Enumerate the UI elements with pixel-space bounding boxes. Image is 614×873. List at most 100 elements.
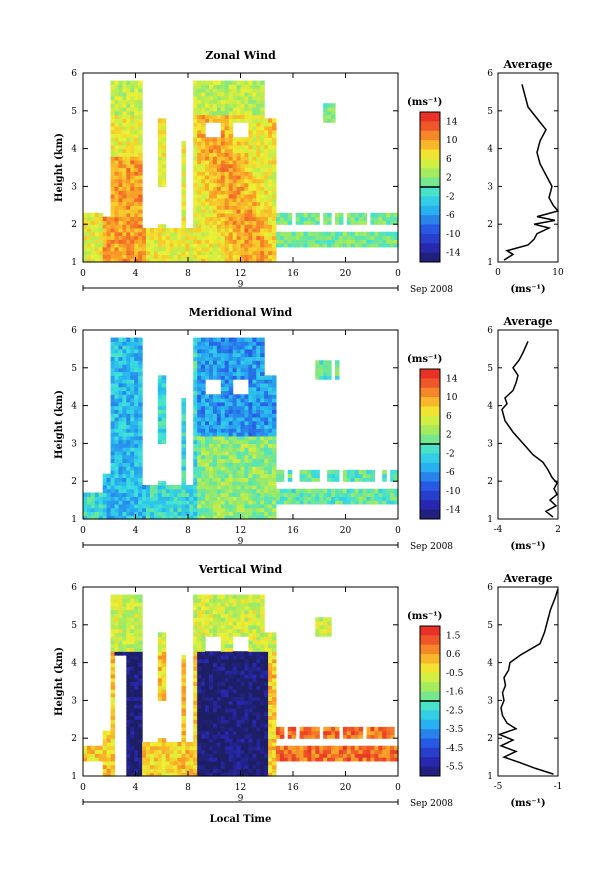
- heatmap-cell: [161, 772, 167, 777]
- heatmap-cell: [146, 235, 151, 240]
- heatmap-cell: [126, 424, 131, 429]
- heatmap-cell: [122, 212, 127, 218]
- x-tick-label: 0: [395, 526, 401, 536]
- heatmap-cell: [240, 137, 246, 142]
- heatmap-cell: [201, 182, 206, 187]
- heatmap-cell: [319, 488, 324, 494]
- heatmap-cell: [220, 424, 226, 429]
- heatmap-cell: [149, 235, 155, 240]
- heatmap-cell: [209, 492, 214, 497]
- heatmap-cell: [244, 258, 249, 263]
- heatmap-cell: [130, 609, 135, 615]
- heatmap-cell: [272, 159, 277, 165]
- heatmap-cell: [122, 511, 127, 516]
- heatmap-cell: [209, 258, 214, 263]
- heatmap-cell: [228, 692, 234, 698]
- heatmap-cell: [232, 88, 238, 93]
- heatmap-cell: [228, 133, 234, 138]
- heatmap-cell: [260, 193, 265, 199]
- heatmap-cell: [350, 473, 356, 479]
- heatmap-cell: [244, 212, 249, 218]
- heatmap-cell: [153, 492, 159, 497]
- heatmap-cell: [130, 651, 135, 656]
- heatmap-cell: [122, 636, 127, 641]
- heatmap-cell: [212, 454, 218, 460]
- heatmap-cell: [260, 235, 265, 240]
- heatmap-cell: [130, 250, 135, 256]
- heatmap-cell: [173, 745, 179, 751]
- heatmap-cell: [193, 178, 198, 184]
- heatmap-cell: [201, 91, 206, 97]
- heatmap-cell: [110, 511, 116, 516]
- heatmap-cell: [224, 201, 230, 206]
- heatmap-cell: [244, 250, 249, 256]
- heatmap-cell: [256, 348, 261, 354]
- heatmap-cell: [149, 503, 155, 509]
- heatmap-cell: [248, 243, 253, 248]
- heatmap-cell: [264, 492, 269, 497]
- heatmap-cell: [205, 420, 210, 426]
- heatmap-cell: [122, 424, 127, 429]
- heatmap-cell: [378, 212, 383, 218]
- heatmap-cell: [197, 193, 202, 199]
- heatmap-cell: [114, 159, 120, 165]
- heatmap-cell: [181, 405, 186, 410]
- heatmap-cell: [161, 764, 167, 770]
- heatmap-cell: [102, 734, 108, 739]
- heatmap-cell: [224, 719, 230, 724]
- heatmap-cell: [248, 632, 253, 637]
- heatmap-cell: [232, 197, 238, 203]
- heatmap-cell: [244, 420, 249, 426]
- heatmap-cell: [134, 375, 139, 380]
- heatmap-cell: [248, 753, 253, 758]
- heatmap-cell: [106, 768, 112, 773]
- heatmap-cell: [157, 685, 163, 690]
- heatmap-cell: [256, 401, 261, 407]
- heatmap-cell: [114, 114, 120, 119]
- heatmap-cell: [106, 500, 112, 505]
- heatmap-cell: [232, 602, 238, 607]
- heatmap-cell: [161, 753, 167, 758]
- heatmap-cell: [130, 178, 135, 184]
- heatmap-cell: [122, 137, 127, 142]
- heatmap-cell: [161, 496, 167, 501]
- heatmap-cell: [248, 726, 253, 732]
- heatmap-cell: [287, 496, 293, 501]
- heatmap-cell: [236, 405, 242, 410]
- heatmap-cell: [130, 163, 135, 169]
- heatmap-cell: [161, 481, 167, 486]
- heatmap-cell: [122, 439, 127, 444]
- heatmap-cell: [358, 477, 364, 482]
- heatmap-cell: [248, 666, 253, 671]
- heatmap-cell: [134, 689, 139, 694]
- x-tick-label: 4: [133, 269, 139, 279]
- heatmap-cell: [130, 398, 135, 403]
- heatmap-cell: [264, 178, 269, 184]
- heatmap-cell: [268, 439, 273, 444]
- heatmap-cell: [268, 515, 273, 520]
- heatmap-cell: [181, 692, 186, 698]
- heatmap-cell: [220, 141, 226, 146]
- heatmap-cell: [295, 212, 301, 218]
- heatmap-cell: [122, 144, 127, 150]
- heatmap-cell: [110, 99, 116, 104]
- heatmap-cell: [126, 258, 131, 263]
- heatmap-cell: [307, 488, 312, 494]
- heatmap-cell: [228, 394, 234, 399]
- heatmap-cell: [138, 360, 143, 365]
- heatmap-cell: [146, 745, 151, 751]
- heatmap-cell: [201, 375, 206, 380]
- heatmap-cell: [189, 500, 194, 505]
- heatmap-cell: [161, 413, 167, 418]
- heatmap-cell: [177, 503, 183, 509]
- heatmap-cell: [197, 639, 202, 645]
- heatmap-cell: [130, 670, 135, 675]
- heatmap-cell: [248, 711, 253, 717]
- heatmap-cell: [122, 107, 127, 112]
- heatmap-cell: [114, 386, 120, 392]
- heatmap-cell: [224, 639, 230, 645]
- heatmap-cell: [248, 643, 253, 649]
- heatmap-cell: [138, 466, 143, 471]
- heatmap-cell: [390, 477, 395, 482]
- heatmap-cell: [335, 220, 340, 225]
